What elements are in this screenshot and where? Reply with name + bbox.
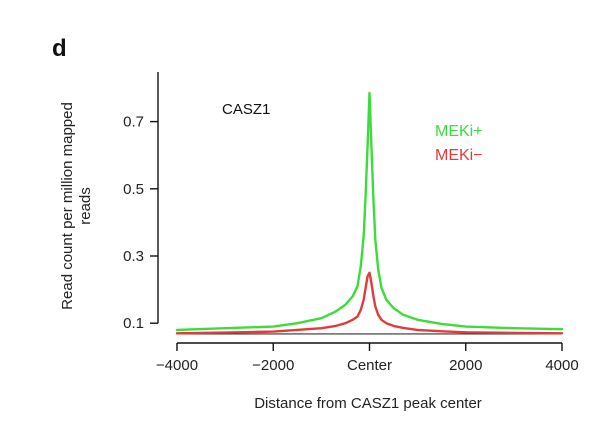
series-layer [175, 91, 564, 335]
x-tick-label: 4000 [545, 357, 578, 374]
y-axis-title-line-2: reads [77, 187, 94, 225]
y-tick-label: 0.5 [123, 181, 144, 198]
y-axis-title: Read count per million mapped reads [59, 102, 94, 310]
panel-label: d [52, 35, 67, 62]
series-line-meki-minus [175, 271, 564, 335]
series-line-meki-plus [175, 91, 564, 332]
y-tick-label: 0.1 [123, 315, 144, 332]
legend-entry-meki-minus: MEKi− [435, 147, 483, 164]
legend-entry-meki-plus: MEKi+ [435, 123, 483, 140]
y-axis-title-line-1: Read count per million mapped [59, 102, 76, 310]
x-tick-label: −4000 [156, 357, 198, 374]
x-axis-title: Distance from CASZ1 peak center [254, 395, 482, 412]
x-tick-label: Center [347, 357, 392, 374]
axes: −4000 −2000 Center 2000 4000 0.1 0.3 0.5 0.7 [123, 72, 579, 374]
y-tick-label: 0.7 [123, 114, 144, 131]
gene-annotation: CASZ1 [222, 101, 270, 118]
x-tick-label: 2000 [449, 357, 482, 374]
x-tick-label: −2000 [252, 357, 294, 374]
y-tick-label: 0.3 [123, 248, 144, 265]
